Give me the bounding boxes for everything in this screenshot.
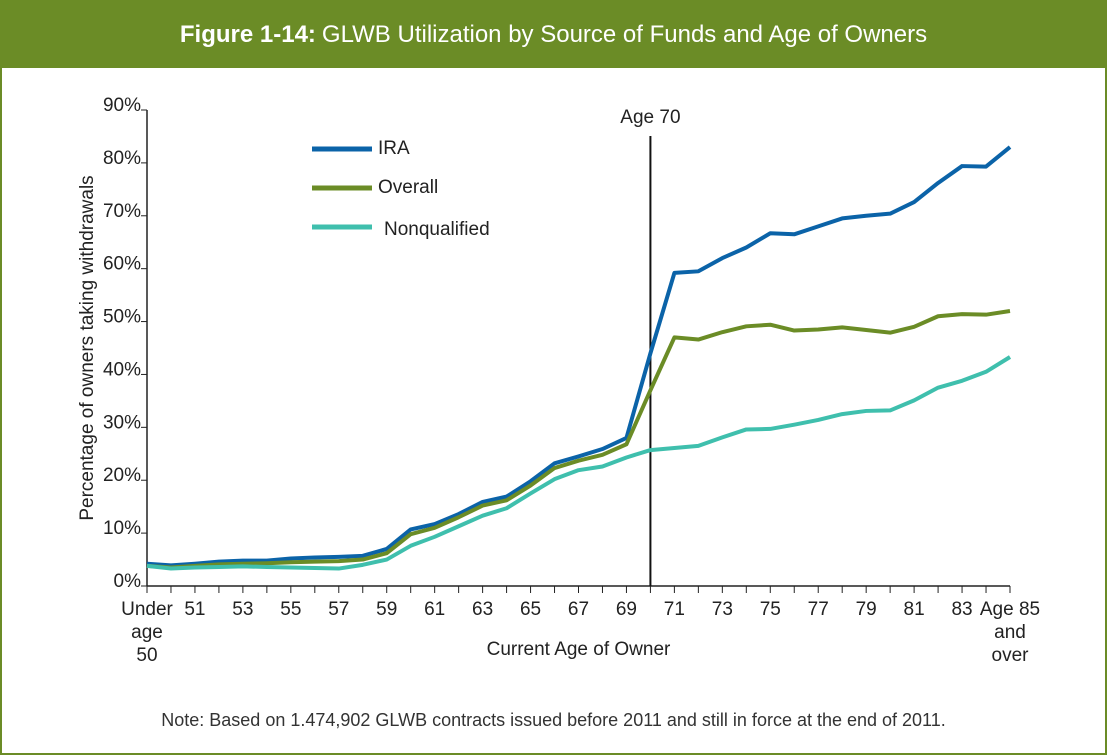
x-tick-label: 83 [951,599,973,620]
y-tick-label: 0% [114,571,142,592]
line-series [146,355,1012,571]
chart-title: GLWB Utilization by Source of Funds and … [321,21,928,48]
x-tick-label: 79 [855,599,877,620]
x-tick-label: 69 [615,599,638,620]
x-tick-label: 55 [280,599,302,620]
y-tick-label: 60% [103,254,141,275]
x-tick-label: 59 [376,599,398,620]
y-tick-label: 40% [103,359,141,380]
line-series [146,145,1012,568]
x-tick-label: 71 [663,599,685,620]
legend-label: Overall [378,177,438,198]
legend-label: IRA [378,138,410,159]
x-tick-label: 63 [472,599,494,620]
x-tick-label: 57 [328,599,350,620]
line-series [146,309,1011,570]
y-tick-label: 70% [103,201,141,222]
x-tick-label: Age 85 and over [979,599,1041,666]
note: Note: Based on 1.474,902 GLWB contracts … [161,710,946,730]
x-tick-label: 81 [903,599,925,620]
y-tick-label: 10% [103,518,141,539]
legend-label: Nonqualified [384,219,490,240]
x-axis-label: Current Age of Owner [487,639,671,660]
x-tick-label: 61 [424,599,446,620]
y-tick-label: 50% [103,307,141,328]
x-tick-label: Under age 50 [121,599,173,666]
x-tick-label: 75 [759,599,781,620]
header: Figure 1-14: GLWB Utilization by Source … [2,2,1105,68]
x-tick-label: 67 [567,599,590,620]
title-label: Figure 1-14: [179,21,316,48]
x-tick-label: 65 [519,599,542,620]
x-tick-label: 51 [184,599,206,620]
y-tick-label: 90% [103,95,141,116]
x-tick-label: 77 [807,599,829,620]
y-tick-label: 80% [103,148,141,169]
x-tick-label: 73 [711,599,733,620]
y-tick-label: 30% [103,412,141,433]
y-tick-label: 20% [103,465,141,486]
x-tick-label: 53 [232,599,254,620]
annotation: Age 70 [620,107,680,128]
y-axis-label: Percentage of owners taking withdrawals [77,175,98,520]
